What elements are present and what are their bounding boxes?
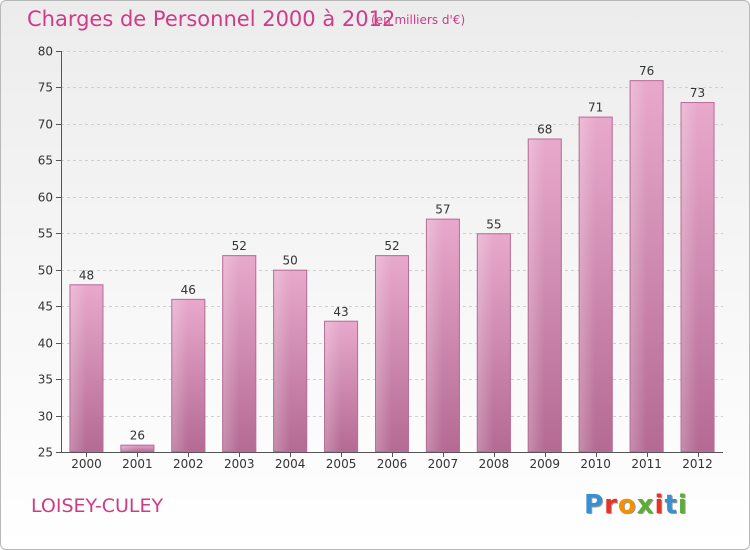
x-tick-label: 2004 [275, 457, 306, 471]
bar-highlight [222, 255, 240, 452]
x-tick-label: 2000 [71, 457, 102, 471]
x-tick-label: 2010 [580, 457, 611, 471]
y-tick-label: 70 [38, 118, 53, 132]
bar-highlight [476, 233, 494, 452]
data-label: 76 [639, 64, 654, 78]
data-label: 50 [283, 254, 298, 268]
y-tick-label: 50 [38, 264, 53, 278]
chart-title: Charges de Personnel 2000 à 2012 [27, 7, 396, 31]
bar-highlight [69, 284, 87, 452]
x-tick-label: 2002 [173, 457, 204, 471]
proxiti-logo: Proxiti [584, 490, 688, 520]
bar-highlight [273, 269, 291, 452]
bar-outline [425, 218, 460, 452]
y-tick-label: 40 [38, 337, 53, 351]
y-tick-label: 45 [38, 300, 53, 314]
y-tick-label: 30 [38, 410, 53, 424]
bar-highlight [680, 102, 698, 452]
logo-letter: o [617, 490, 637, 520]
y-tick-label: 80 [38, 45, 53, 59]
logo-letter: x [636, 490, 655, 520]
data-label: 68 [537, 122, 552, 136]
y-tick-label: 75 [38, 81, 53, 95]
bar-outline [629, 80, 664, 452]
x-tick-label: 2003 [224, 457, 255, 471]
data-label: 52 [384, 239, 399, 253]
bar-outline [69, 284, 104, 452]
x-tick-label: 2011 [631, 457, 662, 471]
bar-outline [222, 255, 257, 452]
bar-outline [273, 269, 308, 452]
logo-letter: P [584, 490, 605, 520]
bar-outline [324, 320, 359, 452]
bar-outline [578, 116, 613, 452]
bar-highlight [629, 80, 647, 452]
data-label: 71 [588, 101, 603, 115]
bar-highlight [120, 444, 138, 452]
data-label: 43 [333, 305, 348, 319]
bar-outline [171, 298, 206, 452]
logo-letter: i [654, 490, 665, 520]
bar-outline [527, 138, 562, 452]
bar-highlight [527, 138, 545, 452]
data-label: 73 [690, 86, 705, 100]
y-tick-label: 60 [38, 191, 53, 205]
bar-highlight [171, 298, 189, 452]
bar-outline [476, 233, 511, 452]
bar-outline [680, 102, 715, 452]
bar-highlight [324, 320, 342, 452]
y-tick-label: 25 [38, 446, 53, 460]
data-label: 55 [486, 217, 501, 231]
y-tick-label: 35 [38, 373, 53, 387]
bar-highlight [425, 218, 443, 452]
y-tick-label: 65 [38, 154, 53, 168]
logo-letter: i [677, 490, 688, 520]
bar-outline [120, 444, 155, 452]
bar-outline [375, 255, 409, 452]
x-tick-label: 2009 [529, 457, 560, 471]
chart-subtitle: (en milliers d'€) [371, 13, 466, 27]
bar-highlight [375, 255, 392, 452]
bar-highlight [578, 116, 596, 453]
data-label: 46 [181, 283, 196, 297]
x-tick-label: 2008 [479, 457, 510, 471]
data-label: 26 [130, 429, 145, 443]
logo-letter: t [664, 490, 678, 520]
x-tick-label: 2006 [377, 457, 408, 471]
x-tick-label: 2012 [682, 457, 713, 471]
data-label: 57 [435, 203, 450, 217]
x-tick-label: 2007 [428, 457, 459, 471]
x-tick-label: 2001 [122, 457, 153, 471]
y-tick-label: 55 [38, 227, 53, 241]
x-tick-label: 2005 [326, 457, 357, 471]
commune-name: LOISEY-CULEY [31, 495, 164, 517]
data-label: 52 [232, 239, 247, 253]
logo-letter: r [604, 490, 618, 520]
data-label: 48 [79, 268, 94, 282]
